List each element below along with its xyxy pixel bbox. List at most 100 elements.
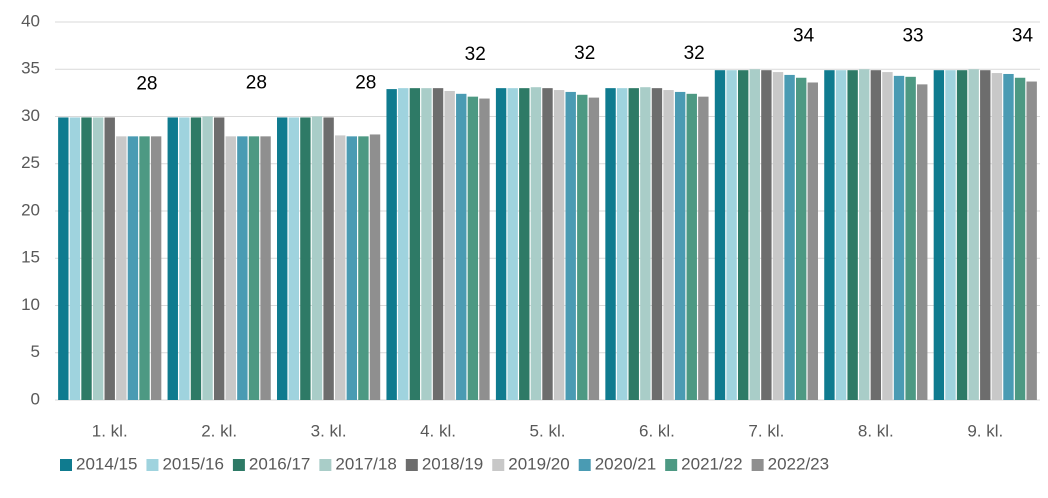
- bar: [616, 88, 628, 401]
- y-tick-label: 30: [21, 106, 40, 125]
- bar: [628, 88, 639, 401]
- bar: [237, 136, 248, 400]
- x-tick-label: 5. kl.: [530, 421, 566, 440]
- y-tick-label: 25: [21, 153, 40, 172]
- bar: [323, 117, 334, 400]
- bar: [605, 88, 616, 401]
- data-label: 33: [902, 25, 923, 46]
- bar: [311, 116, 323, 400]
- x-tick-label: 3. kl.: [311, 421, 347, 440]
- bar: [58, 117, 69, 400]
- x-tick-label: 1. kl.: [92, 421, 128, 440]
- bar: [772, 72, 784, 401]
- bar: [588, 97, 600, 400]
- bar: [737, 70, 749, 400]
- data-label: 34: [1012, 25, 1034, 46]
- legend-label: 2018/19: [422, 454, 483, 473]
- bar: [150, 136, 162, 400]
- y-tick-label: 40: [21, 11, 40, 30]
- bar: [358, 136, 369, 400]
- bar: [663, 90, 674, 400]
- y-tick-label: 10: [21, 295, 40, 314]
- bar: [202, 116, 213, 400]
- legend-swatch: [665, 459, 678, 471]
- bar: [651, 88, 663, 401]
- bar: [674, 91, 686, 401]
- bar: [519, 88, 530, 401]
- legend-swatch: [232, 459, 245, 471]
- bar: [248, 136, 260, 400]
- legend-swatch: [492, 459, 505, 471]
- legend-swatch: [319, 459, 332, 471]
- bar: [784, 74, 795, 401]
- bar: [991, 73, 1003, 400]
- bar: [69, 117, 81, 400]
- bar: [260, 136, 271, 400]
- bar: [980, 70, 991, 400]
- legend-label: 2021/22: [681, 454, 742, 473]
- bar: [945, 70, 956, 400]
- legend-label: 2020/21: [595, 454, 656, 473]
- bar: [369, 134, 381, 400]
- bar: [467, 96, 479, 400]
- bar: [905, 76, 916, 400]
- y-tick-label: 5: [31, 342, 40, 361]
- y-tick-label: 0: [31, 389, 40, 408]
- bar: [409, 88, 421, 401]
- bar: [807, 82, 818, 400]
- x-tick-label: 4. kl.: [420, 421, 456, 440]
- bar: [686, 93, 697, 400]
- bar: [882, 72, 893, 401]
- bar: [893, 75, 905, 401]
- bar: [190, 117, 202, 400]
- bar: [81, 117, 92, 400]
- legend-label: 2019/20: [508, 454, 569, 473]
- bar: [495, 88, 507, 401]
- x-tick-label: 9. kl.: [967, 421, 1003, 440]
- bar: [386, 89, 397, 400]
- bar: [761, 70, 772, 400]
- x-tick-label: 8. kl.: [858, 421, 894, 440]
- bar: [968, 69, 979, 400]
- y-tick-label: 15: [21, 248, 40, 267]
- bar: [92, 117, 104, 400]
- legend-label: 2014/15: [76, 454, 137, 473]
- bar: [847, 70, 858, 400]
- bar: [432, 88, 444, 401]
- data-label: 28: [355, 73, 376, 94]
- y-tick-label: 20: [21, 200, 40, 219]
- bar: [698, 96, 709, 400]
- legend-label: 2015/16: [162, 454, 223, 473]
- bar: [346, 136, 358, 400]
- bar: [1014, 77, 1026, 400]
- bar: [795, 77, 807, 400]
- bar: [139, 136, 150, 400]
- bar: [542, 88, 553, 401]
- legend-label: 2016/17: [249, 454, 310, 473]
- data-label: 28: [246, 73, 267, 94]
- legend-swatch: [578, 459, 591, 471]
- bar: [824, 70, 835, 400]
- bar: [933, 70, 945, 400]
- bar: [398, 88, 409, 401]
- x-tick-label: 2. kl.: [201, 421, 237, 440]
- bar: [225, 136, 236, 400]
- bar: [421, 88, 432, 401]
- bar: [479, 98, 490, 401]
- bar: [956, 70, 968, 400]
- bar: [835, 70, 847, 400]
- y-tick-label: 35: [21, 59, 40, 78]
- bar: [749, 69, 760, 400]
- bar: [444, 90, 455, 401]
- bar: [530, 87, 542, 400]
- bar: [179, 117, 190, 400]
- legend-swatch: [405, 459, 418, 471]
- bar: [1003, 73, 1014, 400]
- data-label: 34: [793, 25, 815, 46]
- bar: [167, 117, 178, 400]
- bar: [507, 88, 518, 401]
- data-label: 32: [684, 43, 705, 64]
- bar: [127, 136, 139, 400]
- bar: [553, 90, 565, 400]
